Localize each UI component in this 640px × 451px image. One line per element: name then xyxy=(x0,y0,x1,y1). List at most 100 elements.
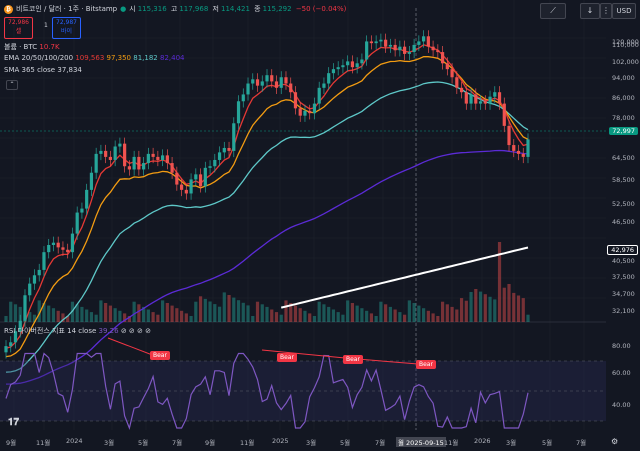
volume-bar xyxy=(236,300,241,322)
candle-body xyxy=(184,189,188,194)
spread-value: 1 xyxy=(44,22,48,29)
volume-bar xyxy=(284,300,288,322)
candle-body xyxy=(61,247,65,250)
time-tick: 2025 xyxy=(272,437,289,445)
price-tick: 86,000 xyxy=(612,94,635,102)
price-tick: 34,700 xyxy=(612,290,635,298)
volume-bar xyxy=(455,309,459,322)
volume-bar xyxy=(260,304,264,322)
chart-settings-icon[interactable]: ⚙ xyxy=(611,437,619,446)
volume-bar xyxy=(246,305,250,322)
divergence-line xyxy=(261,349,346,359)
candle-body xyxy=(497,92,502,104)
price-tick: 46,500 xyxy=(612,218,635,226)
volume-bar xyxy=(341,314,345,322)
price-tick: 52,500 xyxy=(612,200,635,208)
candle-body xyxy=(37,269,41,276)
volume-bar xyxy=(497,242,502,322)
candle-body xyxy=(327,73,331,84)
time-tick: 월 2025-09-15 xyxy=(396,437,446,447)
volume-bar xyxy=(241,302,245,322)
volume-bar xyxy=(118,310,122,322)
volume-bar xyxy=(374,316,378,322)
volume-bar xyxy=(146,309,150,322)
volume-bar xyxy=(422,308,426,322)
price-tick: 102,000 xyxy=(612,58,639,66)
time-tick: 5월 xyxy=(340,439,351,447)
volume-bar xyxy=(298,308,302,322)
volume-bar xyxy=(13,304,18,322)
volume-bar xyxy=(346,300,350,322)
ema-200-line xyxy=(5,149,529,385)
candle-body xyxy=(331,69,336,74)
candle-body xyxy=(341,65,345,68)
volume-bar xyxy=(322,304,326,322)
candle-body xyxy=(384,39,388,47)
volume-bar xyxy=(379,301,383,322)
price-tick: 58,500 xyxy=(612,176,635,184)
volume-bar xyxy=(104,303,108,322)
arrow-down-icon[interactable]: ↓ xyxy=(580,3,600,19)
volume-bar xyxy=(61,313,65,322)
candle-body xyxy=(51,242,56,246)
draw-line-icon[interactable]: ⟋ xyxy=(540,3,566,19)
volume-bar xyxy=(165,303,169,322)
volume-bar xyxy=(469,292,473,322)
candle-body xyxy=(303,110,307,116)
time-tick: 5월 xyxy=(138,439,149,447)
volume-bar xyxy=(94,314,98,322)
volume-bar xyxy=(179,310,184,322)
rsi-tick: 80.00 xyxy=(612,342,631,350)
volume-bar xyxy=(189,316,193,322)
ema-100-line xyxy=(5,81,529,373)
candle-body xyxy=(137,156,141,170)
candle-body xyxy=(241,94,245,102)
time-tick: 3월 xyxy=(104,439,115,447)
settings-icon[interactable]: ⋮ xyxy=(600,3,612,19)
candle-body xyxy=(469,94,473,104)
volume-bar xyxy=(360,308,364,322)
volume-bar xyxy=(203,298,207,322)
volume-bar xyxy=(507,284,511,322)
volume-bar xyxy=(9,301,13,322)
candle-body xyxy=(80,208,84,213)
rsi-legend[interactable]: RSI 다이버전스 지표 14 close 39.26 ⊘ ⊘ ⊘ ⊘ xyxy=(4,327,151,335)
buy-button[interactable]: 72,987 바이 xyxy=(52,17,81,39)
candle-body xyxy=(398,46,402,51)
sell-button[interactable]: 72,986 셀 xyxy=(4,17,33,39)
candle-body xyxy=(450,69,454,78)
candle-body xyxy=(422,36,426,42)
candle-body xyxy=(464,92,468,104)
volume-bar xyxy=(274,312,279,322)
volume-bar xyxy=(388,306,392,322)
volume-legend[interactable]: 볼륨 · BTC 10.7K xyxy=(4,43,60,51)
volume-bar xyxy=(512,292,516,322)
candle-body xyxy=(336,67,340,70)
sma-legend[interactable]: SMA 365 close 37,834 xyxy=(4,66,82,74)
volume-bar xyxy=(303,310,307,322)
candle-body xyxy=(355,63,359,68)
volume-bar xyxy=(331,309,336,322)
rsi-pane xyxy=(0,337,606,430)
candle-body xyxy=(403,46,407,54)
candle-body xyxy=(28,283,32,296)
symbol-legend[interactable]: ₿ 비트코인 / 달러 · 1주 · Bitstamp ● 시 115,316 고… xyxy=(4,4,348,14)
ema-legend[interactable]: EMA 20/50/100/200 109,563 97,350 81,182 … xyxy=(4,54,185,62)
time-tick: 2026 xyxy=(474,437,491,445)
candle-body xyxy=(265,75,269,82)
candle-body xyxy=(32,275,37,284)
candle-body xyxy=(85,189,89,209)
volume-bar xyxy=(47,305,51,322)
rsi-tick: 40.00 xyxy=(612,401,631,409)
candle-body xyxy=(407,52,411,54)
currency-select[interactable]: USD xyxy=(612,3,636,19)
volume-bar xyxy=(445,304,449,322)
price-tick: 64,500 xyxy=(612,154,635,162)
candle-body xyxy=(108,156,112,160)
candle-body xyxy=(436,50,440,53)
volume-bar xyxy=(89,312,94,322)
collapse-legend-button[interactable]: ⌃ xyxy=(6,80,18,90)
rsi-settings-icon[interactable]: ⊘ ⊘ ⊘ ⊘ xyxy=(120,327,151,335)
tradingview-logo-icon: 𝟏𝟕 xyxy=(8,417,20,428)
